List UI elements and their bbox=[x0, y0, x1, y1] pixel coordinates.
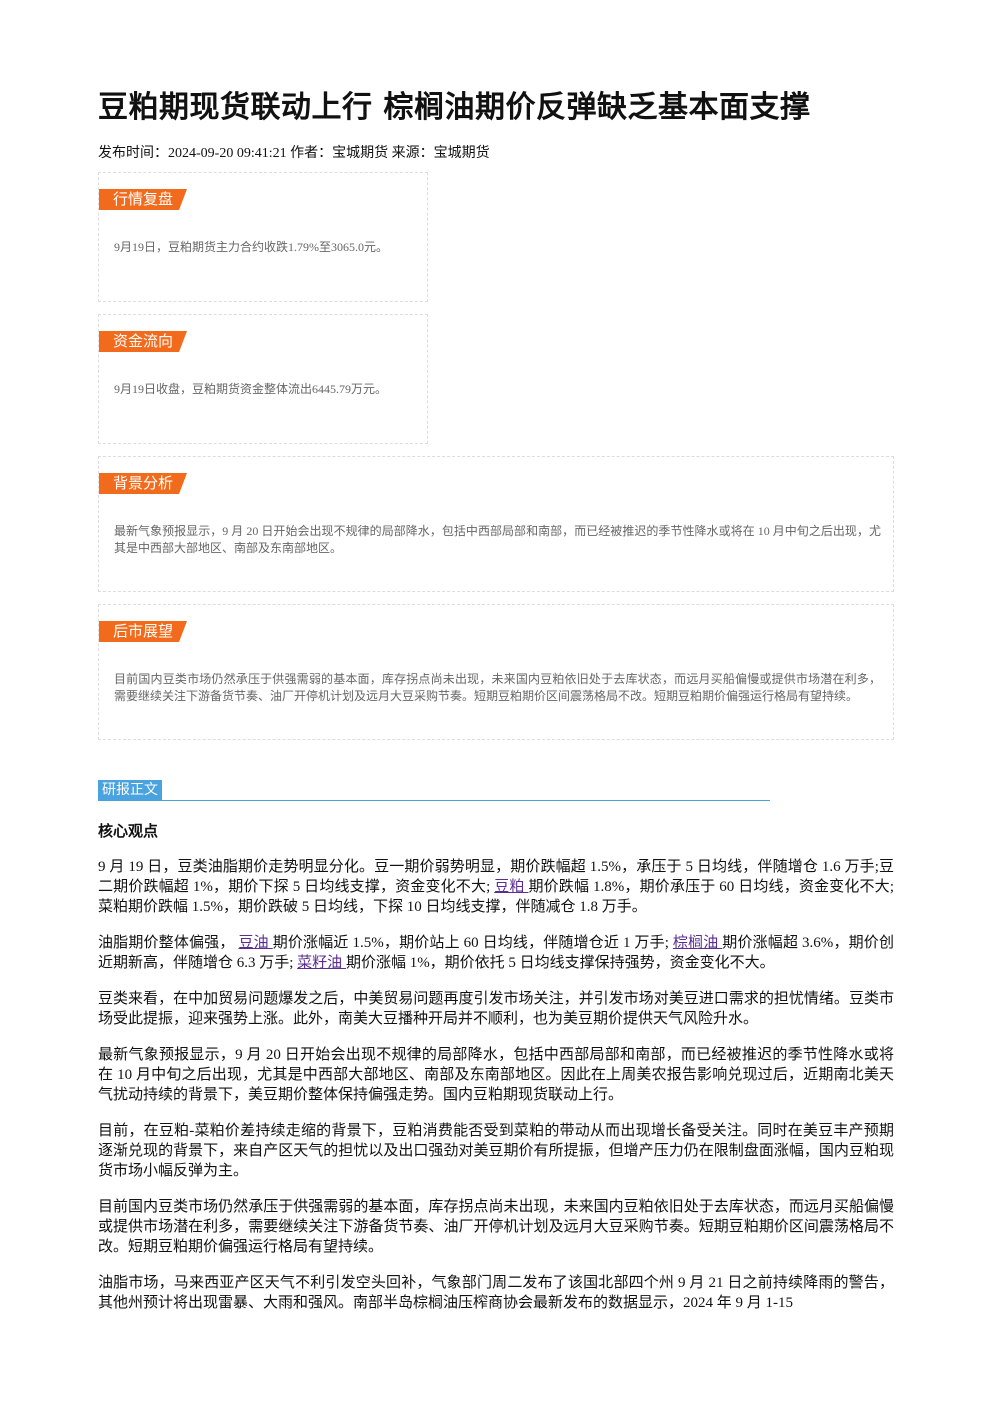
paragraph: 油脂期价整体偏强， 豆油 期价涨幅近 1.5%，期价站上 60 日均线，伴随增仓… bbox=[98, 933, 894, 973]
card-text: 9月19日收盘，豆粕期货资金整体流出6445.79万元。 bbox=[114, 382, 388, 396]
summary-card: 行情复盘 9月19日，豆粕期货主力合约收跌1.79%至3065.0元。 bbox=[98, 172, 428, 302]
text: 最新气象预报显示，9 月 20 日开始会出现不规律的局部降水，包括中西部局部和南… bbox=[98, 1047, 894, 1103]
link[interactable]: 棕榈油 bbox=[672, 935, 723, 951]
section-rule bbox=[98, 800, 770, 801]
section-label: 研报正文 bbox=[98, 780, 162, 800]
core-heading: 核心观点 bbox=[98, 822, 159, 840]
summary-card: 背景分析最新气象预报显示，9 月 20 日开始会出现不规律的局部降水，包括中西部… bbox=[98, 456, 894, 592]
paragraph: 目前，在豆粕-菜粕价差持续走缩的背景下，豆粕消费能否受到菜粕的带动从而出现增长备… bbox=[98, 1121, 894, 1181]
text: 目前国内豆类市场仍然承压于供强需弱的基本面，库存拐点尚未出现，未来国内豆粕依旧处… bbox=[98, 1199, 894, 1255]
card-text: 目前国内豆类市场仍然承压于供强需弱的基本面，库存拐点尚未出现，未来国内豆粕依旧处… bbox=[114, 672, 881, 703]
paragraph: 油脂市场，马来西亚产区天气不利引发空头回补，气象部门周二发布了该国北部四个州 9… bbox=[98, 1273, 894, 1313]
body: 9 月 19 日，豆类油脂期价走势明显分化。豆一期价弱势明显，期价跌幅超 1.5… bbox=[98, 857, 894, 1313]
paragraph: 豆类来看，在中加贸易问题爆发之后，中美贸易问题再度引发市场关注，并引发市场对美豆… bbox=[98, 989, 894, 1029]
card-text: 9月19日，豆粕期货主力合约收跌1.79%至3065.0元。 bbox=[114, 240, 388, 254]
link[interactable]: 菜籽油 bbox=[297, 955, 346, 971]
paragraph: 9 月 19 日，豆类油脂期价走势明显分化。豆一期价弱势明显，期价跌幅超 1.5… bbox=[98, 857, 894, 917]
card-text: 最新气象预报显示，9 月 20 日开始会出现不规律的局部降水，包括中西部局部和南… bbox=[114, 524, 881, 555]
article: 豆粕期现货联动上行 棕榈油期价反弹缺乏基本面支撑 发布时间：2024-09-20… bbox=[98, 0, 894, 1328]
summary-card: 后市展望目前国内豆类市场仍然承压于供强需弱的基本面，库存拐点尚未出现，未来国内豆… bbox=[98, 604, 894, 740]
link[interactable]: 豆油 bbox=[238, 935, 273, 951]
title: 豆粕期现货联动上行 棕榈油期价反弹缺乏基本面支撑 bbox=[98, 90, 811, 125]
card-label: 背景分析 bbox=[99, 473, 187, 494]
text: 目前，在豆粕-菜粕价差持续走缩的背景下，豆粕消费能否受到菜粕的带动从而出现增长备… bbox=[98, 1123, 894, 1179]
summary-card: 资金流向 9月19日收盘，豆粕期货资金整体流出6445.79万元。 bbox=[98, 314, 428, 444]
paragraph: 最新气象预报显示，9 月 20 日开始会出现不规律的局部降水，包括中西部局部和南… bbox=[98, 1045, 894, 1105]
text: 期价涨幅 1%，期价依托 5 日均线支撑保持强势，资金变化不大。 bbox=[345, 955, 775, 971]
text: 豆类来看，在中加贸易问题爆发之后，中美贸易问题再度引发市场关注，并引发市场对美豆… bbox=[98, 991, 894, 1027]
text: 9 月 19 日，豆类油脂期价走势明显分化。豆一期价弱势明显，期价跌幅超 1.5… bbox=[98, 859, 894, 895]
paragraph: 目前国内豆类市场仍然承压于供强需弱的基本面，库存拐点尚未出现，未来国内豆粕依旧处… bbox=[98, 1197, 894, 1257]
section-header: 研报正文 bbox=[98, 780, 894, 802]
summary-cards: 行情复盘 9月19日，豆粕期货主力合约收跌1.79%至3065.0元。资金流向 9月… bbox=[98, 172, 894, 740]
link[interactable]: 豆粕 bbox=[494, 879, 529, 895]
meta: 发布时间：2024-09-20 09:41:21 作者：宝城期货 来源：宝城期货 bbox=[98, 146, 490, 161]
text: 油脂期价整体偏强， bbox=[98, 935, 239, 951]
text: 油脂市场，马来西亚产区天气不利引发空头回补，气象部门周二发布了该国北部四个州 9… bbox=[98, 1275, 894, 1311]
text: 期价涨幅超 3.6%，期价创近期新高，伴随增仓 6.3 万手; bbox=[98, 935, 894, 971]
text: 期价涨幅近 1.5%，期价站上 60 日均线，伴随增仓近 1 万手; bbox=[272, 935, 673, 951]
card-label: 行情复盘 bbox=[99, 189, 187, 210]
card-label: 资金流向 bbox=[99, 331, 187, 352]
text: 期价跌幅 1.8%，期价承压于 60 日均线，资金变化不大;菜粕期价跌幅 1.5… bbox=[98, 879, 894, 915]
card-label: 后市展望 bbox=[99, 621, 187, 642]
